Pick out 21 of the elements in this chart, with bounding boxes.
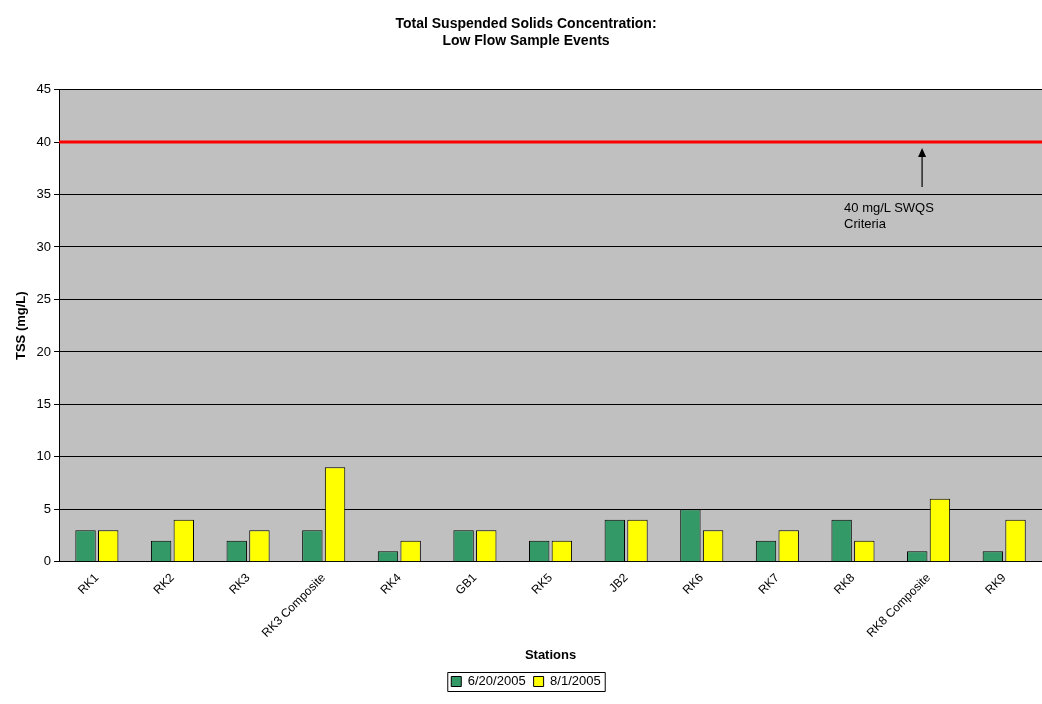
y-tick-label: 25 [36,291,52,307]
legend-label: 6/20/2005 [467,673,526,689]
ref-line-label: 40 mg/L SWQS Criteria [844,200,935,232]
y-tick-label: 10 [36,448,52,464]
y-tick-label: 35 [36,186,52,202]
x-tick-label: JB2 [606,570,631,595]
y-tick-label: 5 [43,500,52,516]
y-tick-label: 30 [36,238,52,254]
y-tick-label: 15 [36,395,52,411]
x-tick-label: RK1 [74,570,102,597]
y-tick-label: 45 [36,81,52,97]
x-tick-label: RK9 [982,570,1009,597]
chart-title: Total Suspended Solids Concentration: Low Flow Sample Events [395,15,657,49]
y-tick-label: 40 [36,133,52,149]
x-tick-label: RK3 [226,570,253,597]
y-axis-title: TSS (mg/L) [13,291,29,360]
y-tick-label: 20 [36,343,52,359]
x-axis-title: Stations [524,646,577,662]
y-tick-label: 0 [43,553,52,569]
x-tick-label: GB1 [452,570,480,598]
legend-label: 8/1/2005 [550,673,601,689]
